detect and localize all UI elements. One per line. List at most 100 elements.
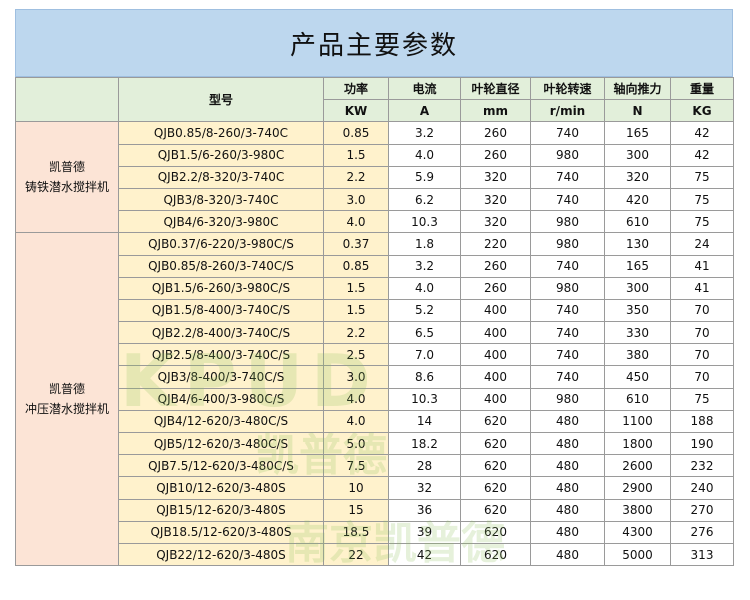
thrust-cell: 300: [604, 276, 671, 300]
power-cell: 3.0: [323, 365, 389, 389]
unit-impeller-diameter: mm: [460, 99, 531, 123]
diameter-cell: 320: [460, 187, 531, 212]
power-cell: 1.5: [323, 298, 389, 323]
table-row: QJB2.2/8-400/3-740C/S 2.2 6.5 400 740 330 70: [16, 321, 734, 345]
power-cell: 4.0: [323, 387, 389, 411]
diameter-cell: 260: [460, 121, 531, 145]
speed-cell: 480: [530, 542, 605, 567]
category-label: 凯普德冲压潜水搅拌机: [15, 232, 119, 567]
header-row-units: KW A mm r/min N KG: [16, 99, 734, 123]
current-cell: 4.0: [388, 143, 461, 167]
weight-cell: 70: [670, 365, 734, 389]
current-cell: 6.2: [388, 187, 461, 212]
model-cell: QJB22/12-620/3-480S: [118, 542, 324, 567]
current-cell: 8.6: [388, 365, 461, 389]
category-type: 冲压潜水搅拌机: [24, 402, 109, 417]
speed-cell: 740: [530, 365, 605, 389]
speed-cell: 740: [530, 121, 605, 145]
header-impeller-speed: 叶轮转速: [530, 76, 605, 101]
thrust-cell: 2600: [604, 454, 671, 478]
parameter-table: 型号 功率 电流 叶轮直径 叶轮转速 轴向推力 重量 KW A mm r/min…: [15, 76, 734, 567]
speed-cell: 740: [530, 343, 605, 367]
speed-cell: 740: [530, 254, 605, 278]
diameter-cell: 260: [460, 276, 531, 300]
thrust-cell: 2900: [604, 476, 671, 500]
diameter-cell: 400: [460, 343, 531, 367]
header-weight: 重量: [670, 76, 734, 101]
weight-cell: 70: [670, 343, 734, 367]
weight-cell: 75: [670, 187, 734, 212]
speed-cell: 480: [530, 454, 605, 478]
power-cell: 2.2: [323, 321, 389, 345]
power-cell: 0.85: [323, 121, 389, 145]
weight-cell: 276: [670, 520, 734, 544]
speed-cell: 740: [530, 298, 605, 323]
header-current: 电流: [388, 76, 461, 101]
power-cell: 5.0: [323, 431, 389, 456]
power-cell: 4.0: [323, 210, 389, 234]
weight-cell: 270: [670, 498, 734, 522]
diameter-cell: 620: [460, 454, 531, 478]
power-cell: 2.5: [323, 343, 389, 367]
speed-cell: 740: [530, 321, 605, 345]
diameter-cell: 620: [460, 431, 531, 456]
speed-cell: 980: [530, 143, 605, 167]
diameter-cell: 260: [460, 143, 531, 167]
model-cell: QJB0.37/6-220/3-980C/S: [118, 232, 324, 256]
diameter-cell: 220: [460, 232, 531, 256]
diameter-cell: 620: [460, 520, 531, 544]
current-cell: 10.3: [388, 387, 461, 411]
unit-axial-thrust: N: [604, 99, 671, 123]
current-cell: 1.8: [388, 232, 461, 256]
category-brand: 凯普德: [48, 382, 85, 397]
model-cell: QJB1.5/6-260/3-980C/S: [118, 276, 324, 300]
thrust-cell: 610: [604, 387, 671, 411]
weight-cell: 232: [670, 454, 734, 478]
current-cell: 28: [388, 454, 461, 478]
speed-cell: 740: [530, 187, 605, 212]
table-row: QJB1.5/6-260/3-980C 1.5 4.0 260 980 300 42: [16, 143, 734, 167]
weight-cell: 70: [670, 321, 734, 345]
unit-current: A: [388, 99, 461, 123]
current-cell: 4.0: [388, 276, 461, 300]
table-row: QJB18.5/12-620/3-480S 18.5 39 620 480 4300 276: [16, 520, 734, 544]
category-type: 铸铁潜水搅拌机: [24, 180, 109, 195]
speed-cell: 480: [530, 409, 605, 434]
table-row: QJB7.5/12-620/3-480C/S 7.5 28 620 480 2600 232: [16, 454, 734, 478]
header-axial-thrust: 轴向推力: [604, 76, 671, 101]
category-brand: 凯普德: [48, 160, 85, 175]
power-cell: 0.37: [323, 232, 389, 256]
table-row: QJB3/8-320/3-740C 3.0 6.2 320 740 420 75: [16, 187, 734, 212]
model-cell: QJB0.85/8-260/3-740C/S: [118, 254, 324, 278]
table-row: QJB2.5/8-400/3-740C/S 2.5 7.0 400 740 380 70: [16, 343, 734, 367]
table-row: QJB5/12-620/3-480C/S 5.0 18.2 620 480 1800 190: [16, 431, 734, 456]
weight-cell: 75: [670, 387, 734, 411]
diameter-cell: 620: [460, 498, 531, 522]
speed-cell: 480: [530, 476, 605, 500]
power-cell: 22: [323, 542, 389, 567]
current-cell: 10.3: [388, 210, 461, 234]
power-cell: 4.0: [323, 409, 389, 434]
header-category: [15, 76, 119, 123]
header-row-names: 型号 功率 电流 叶轮直径 叶轮转速 轴向推力 重量: [15, 76, 734, 123]
thrust-cell: 380: [604, 343, 671, 367]
model-cell: QJB2.2/8-320/3-740C: [118, 165, 324, 189]
diameter-cell: 400: [460, 365, 531, 389]
weight-cell: 70: [670, 298, 734, 323]
table-row: QJB22/12-620/3-480S 22 42 620 480 5000 313: [16, 542, 734, 567]
table-row: 凯普德 冲压潜水搅拌机 QJB0.37/6-220/3-980C/S 0.37 1.8 2…: [15, 232, 734, 567]
thrust-cell: 3800: [604, 498, 671, 522]
weight-cell: 75: [670, 165, 734, 189]
thrust-cell: 420: [604, 187, 671, 212]
thrust-cell: 300: [604, 143, 671, 167]
speed-cell: 480: [530, 431, 605, 456]
current-cell: 42: [388, 542, 461, 567]
current-cell: 32: [388, 476, 461, 500]
current-cell: 18.2: [388, 431, 461, 456]
diameter-cell: 260: [460, 254, 531, 278]
thrust-cell: 5000: [604, 542, 671, 567]
model-cell: QJB18.5/12-620/3-480S: [118, 520, 324, 544]
thrust-cell: 1100: [604, 409, 671, 434]
diameter-cell: 620: [460, 476, 531, 500]
model-cell: QJB2.5/8-400/3-740C/S: [118, 343, 324, 367]
